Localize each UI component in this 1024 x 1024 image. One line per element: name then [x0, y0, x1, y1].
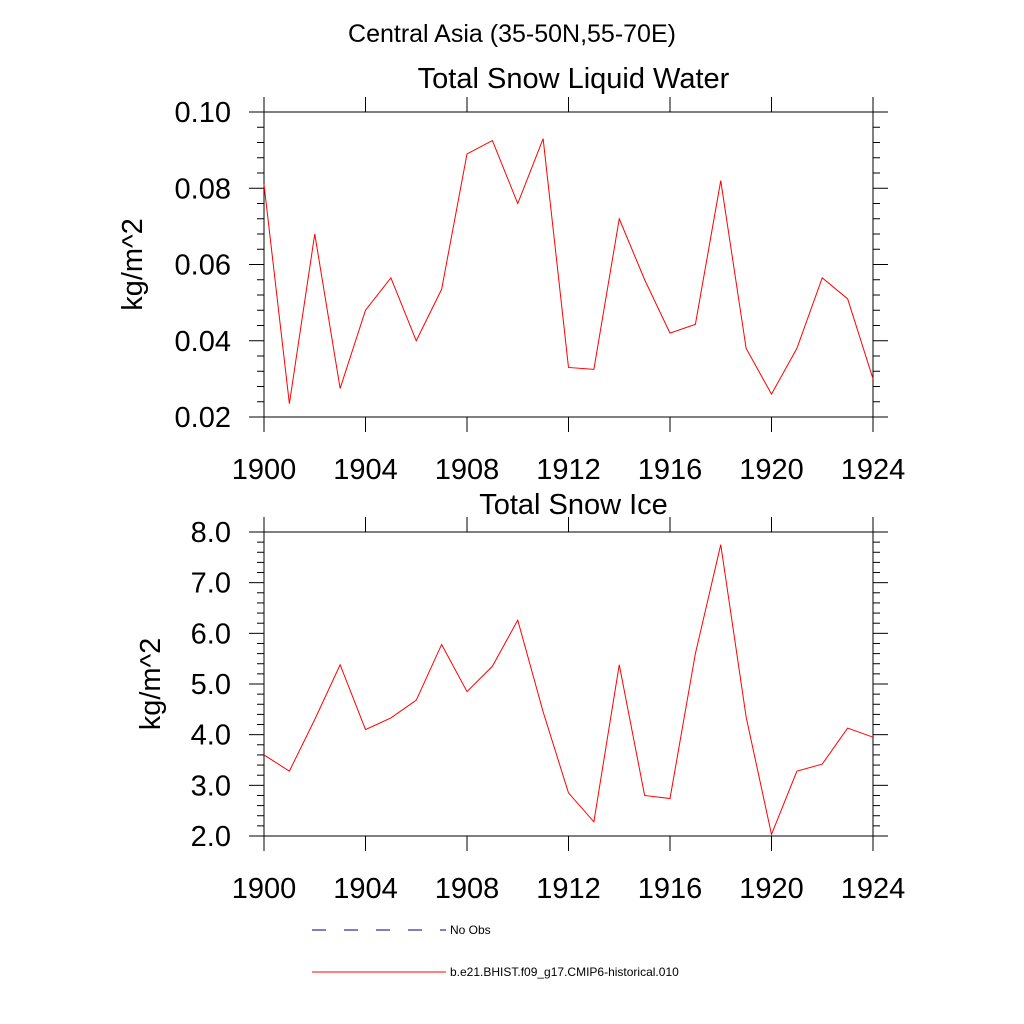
- y-tick-label: 0.10: [175, 97, 231, 129]
- x-tick-label: 1912: [536, 873, 601, 905]
- legend: No Obs b.e21.BHIST.f09_g17.CMIP6-historic…: [312, 923, 679, 979]
- x-tick-label: 1900: [232, 873, 297, 905]
- y-tick-label: 4.0: [191, 720, 231, 752]
- panel-title: Total Snow Ice: [479, 489, 668, 521]
- x-tick-label: 1924: [841, 454, 906, 486]
- y-axis-label: kg/m^2: [117, 218, 149, 311]
- x-tick-label: 1920: [739, 454, 804, 486]
- y-tick-label: 0.06: [175, 250, 231, 282]
- x-tick-label: 1904: [333, 873, 398, 905]
- x-tick-label: 1908: [435, 873, 500, 905]
- x-tick-label: 1916: [638, 873, 703, 905]
- legend-label: No Obs: [450, 923, 491, 937]
- series-line: [263, 544, 874, 837]
- y-tick-label: 2.0: [191, 821, 231, 853]
- series-line: [263, 138, 874, 404]
- y-axis-label: kg/m^2: [135, 638, 167, 731]
- x-tick-label: 1904: [333, 454, 398, 486]
- panel-title: Total Snow Liquid Water: [418, 63, 730, 95]
- y-tick-label: 0.04: [175, 326, 231, 358]
- y-tick-label: 8.0: [191, 517, 231, 549]
- y-tick-label: 0.02: [175, 402, 231, 434]
- x-tick-label: 1912: [536, 454, 601, 486]
- panels: Total Snow Liquid Water kg/m^2 1900 1904 190…: [117, 63, 905, 905]
- y-tick-label: 7.0: [191, 568, 231, 600]
- x-tick-label: 1916: [638, 454, 703, 486]
- legend-label: b.e21.BHIST.f09_g17.CMIP6-historical.010: [450, 965, 679, 979]
- y-tick-label: 3.0: [191, 770, 231, 802]
- panel-1: Total Snow Ice kg/m^2 1900 1904 1908 1912 1916…: [135, 489, 905, 905]
- y-tick-label: 5.0: [191, 669, 231, 701]
- x-tick-label: 1924: [841, 873, 906, 905]
- plot-frame: [263, 111, 874, 418]
- y-tick-label: 0.08: [175, 173, 231, 205]
- panel-0: Total Snow Liquid Water kg/m^2 1900 1904 190…: [117, 63, 905, 486]
- x-tick-label: 1908: [435, 454, 500, 486]
- plot-frame: [263, 531, 874, 837]
- x-tick-label: 1920: [739, 873, 804, 905]
- figure-suptitle: Central Asia (35-50N,55-70E): [348, 20, 676, 48]
- y-tick-label: 6.0: [191, 618, 231, 650]
- x-tick-label: 1900: [232, 454, 297, 486]
